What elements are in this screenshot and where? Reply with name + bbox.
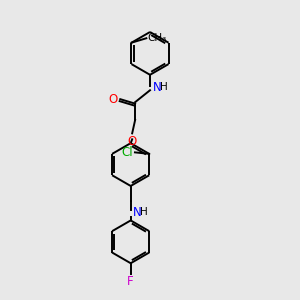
Text: CH₃: CH₃ bbox=[148, 33, 167, 43]
Text: H: H bbox=[140, 207, 148, 217]
Text: O: O bbox=[109, 93, 118, 106]
Text: N: N bbox=[133, 206, 141, 219]
Text: N: N bbox=[152, 81, 161, 94]
Text: Cl: Cl bbox=[122, 146, 134, 159]
Text: H: H bbox=[160, 82, 168, 92]
Text: F: F bbox=[128, 275, 134, 288]
Text: O: O bbox=[127, 135, 136, 148]
